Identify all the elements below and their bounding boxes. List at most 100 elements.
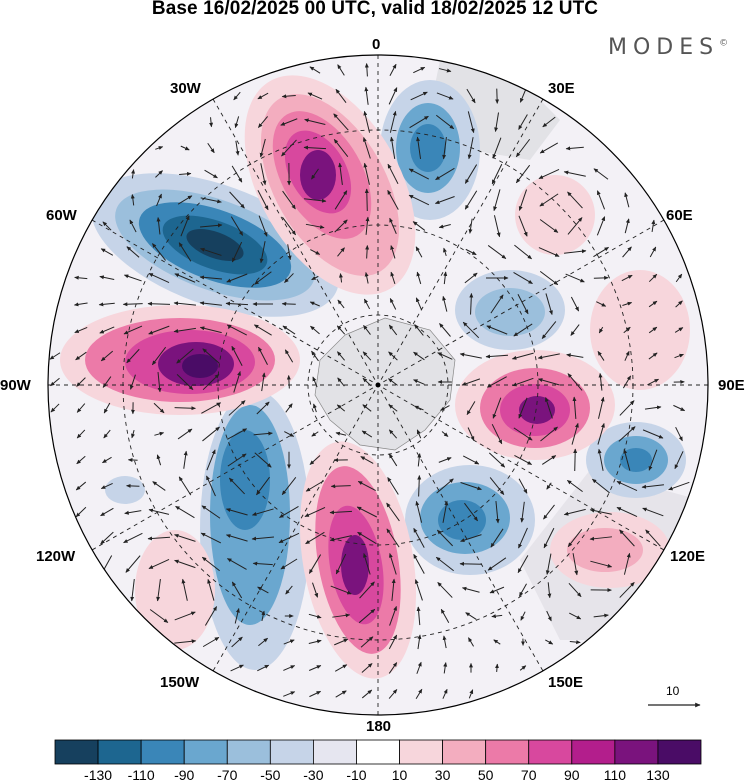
wind-vector xyxy=(487,245,507,259)
lon-label-90w: 90W xyxy=(0,377,31,394)
wind-vector xyxy=(518,397,528,419)
wind-vector xyxy=(544,397,553,419)
wind-vector xyxy=(183,450,188,469)
reference-vector-label: 10 xyxy=(666,684,680,698)
colorbar-swatch xyxy=(140,739,185,765)
wind-vector xyxy=(180,145,190,151)
wind-vector xyxy=(206,475,216,497)
wind-vector xyxy=(413,553,425,574)
wind-vector xyxy=(596,190,606,210)
wind-vector xyxy=(622,246,632,258)
colorbar-swatch xyxy=(657,739,702,765)
wind-vector xyxy=(175,505,195,519)
colorbar-tick: -30 xyxy=(303,767,324,783)
wind-vector xyxy=(542,116,556,128)
wind-vector xyxy=(415,688,423,700)
wind-vector xyxy=(103,429,111,439)
wind-vector xyxy=(177,428,193,440)
wind-vector xyxy=(466,401,476,416)
wind-vector xyxy=(493,215,501,238)
wind-vector xyxy=(102,456,112,464)
wind-vector xyxy=(258,215,268,237)
wind-vector xyxy=(126,348,140,364)
wind-vector xyxy=(76,403,86,413)
wind-vector xyxy=(311,168,319,180)
wind-vector xyxy=(335,88,347,103)
wind-vector xyxy=(257,586,269,594)
wind-vector xyxy=(437,352,453,360)
wind-vector xyxy=(285,585,293,595)
wind-vector xyxy=(649,246,657,258)
wind-vector xyxy=(308,613,322,619)
wind-vector xyxy=(565,146,584,151)
wind-vector xyxy=(50,377,60,387)
wind-vector xyxy=(495,663,499,672)
wind-vector xyxy=(511,352,534,360)
lon-label-60e: 60E xyxy=(666,207,693,224)
wind-vector xyxy=(512,377,534,387)
wind-vector xyxy=(488,452,506,468)
negative-anomaly-pacific-east xyxy=(405,465,535,575)
wind-vector xyxy=(226,324,248,336)
wind-vectors xyxy=(49,63,690,700)
wind-vector xyxy=(283,665,296,671)
lon-label-30e: 30E xyxy=(548,80,575,97)
wind-vector xyxy=(258,346,268,366)
wind-vector xyxy=(414,405,424,411)
wind-vector xyxy=(417,453,422,467)
wind-vector xyxy=(361,663,373,673)
wind-vector xyxy=(545,639,554,645)
wind-vector xyxy=(545,293,553,316)
wind-vector xyxy=(199,301,222,306)
wind-vector xyxy=(413,527,425,548)
wind-vector xyxy=(644,405,662,410)
wind-vector xyxy=(596,301,607,307)
wind-vector xyxy=(539,270,559,286)
wind-vector xyxy=(438,68,452,73)
wind-vector xyxy=(572,396,577,420)
wind-vector xyxy=(674,327,684,333)
map-title: Base 16/02/2025 00 UTC, valid 18/02/2025… xyxy=(151,0,599,19)
wind-vector xyxy=(673,404,686,412)
wind-vector xyxy=(284,431,295,437)
wind-vector xyxy=(332,613,351,618)
positive-anomaly-pacific xyxy=(299,441,417,679)
wind-vector xyxy=(202,426,220,442)
wind-vector xyxy=(571,422,579,445)
colorbar-swatch xyxy=(528,739,573,765)
wind-vector xyxy=(209,117,214,128)
wind-vector xyxy=(442,688,448,699)
wind-vector xyxy=(517,293,529,315)
wind-vector xyxy=(365,245,370,259)
wind-vector xyxy=(386,502,400,522)
wind-vector xyxy=(388,662,398,674)
wind-vector xyxy=(235,140,240,156)
wind-vector xyxy=(129,219,137,233)
wind-vector xyxy=(674,451,684,470)
wind-vector xyxy=(442,500,449,523)
wind-vector xyxy=(435,114,455,130)
colorbar-swatch xyxy=(269,739,314,765)
wind-vector xyxy=(200,197,222,204)
wind-vector xyxy=(570,324,580,336)
wind-vector xyxy=(337,299,345,309)
wind-vector xyxy=(234,608,240,624)
wind-vector xyxy=(410,91,428,101)
wind-vector xyxy=(596,216,606,236)
wind-vector xyxy=(259,138,266,158)
wind-vector xyxy=(598,372,603,391)
wind-vector xyxy=(490,294,504,314)
wind-vector xyxy=(390,245,396,259)
wind-vector xyxy=(280,558,298,570)
lon-label-180: 180 xyxy=(366,718,392,735)
wind-vector xyxy=(545,553,552,575)
wind-vector xyxy=(231,636,243,648)
wind-vector xyxy=(100,248,114,256)
wind-vector xyxy=(230,664,244,672)
wind-vector xyxy=(567,373,583,391)
wind-vector xyxy=(387,163,399,185)
wind-vector xyxy=(176,374,194,390)
wind-vector xyxy=(259,241,266,264)
wind-vector xyxy=(148,273,170,283)
wind-vector xyxy=(491,163,503,185)
